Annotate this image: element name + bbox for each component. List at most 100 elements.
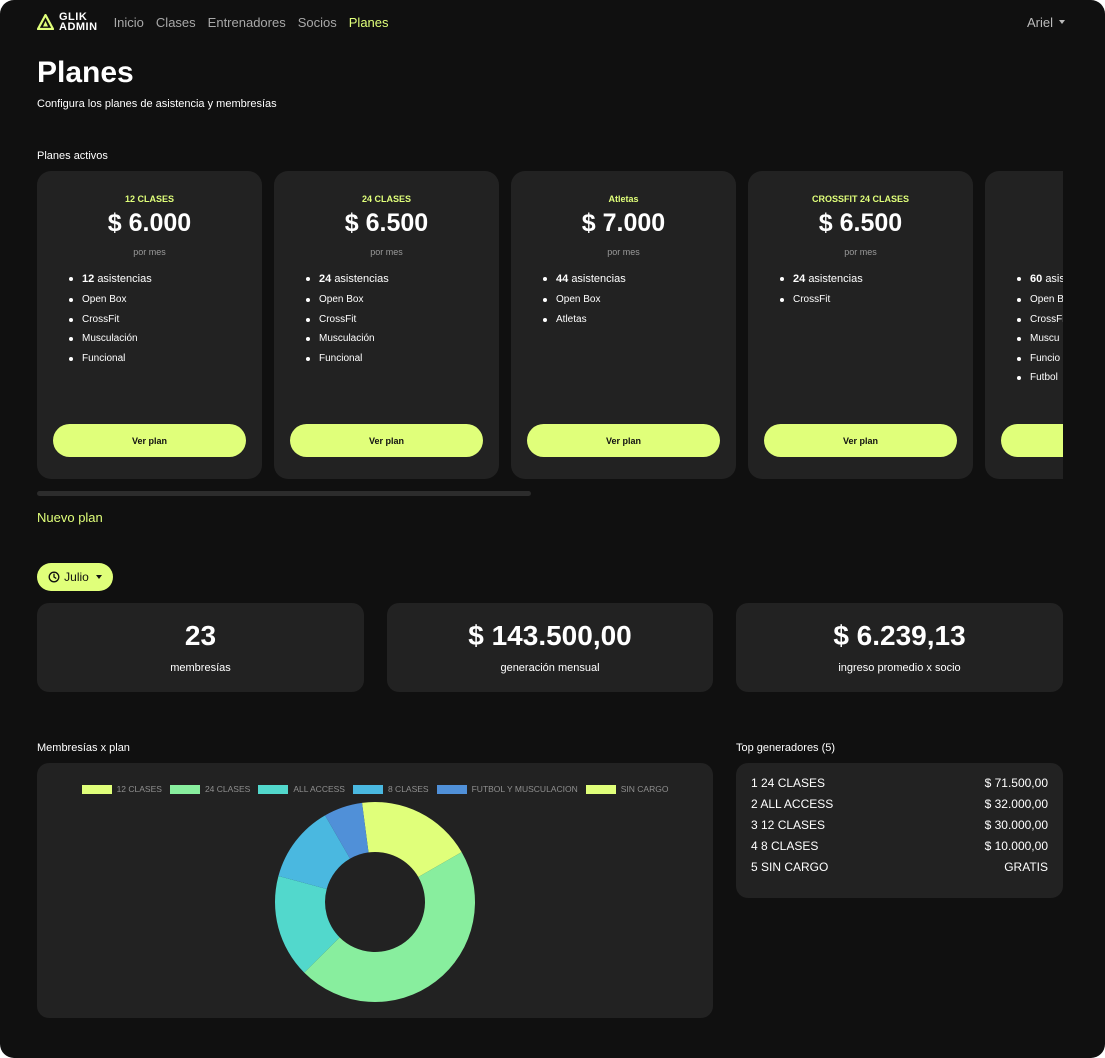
page-subtitle: Configura los planes de asistencia y mem…: [37, 98, 277, 110]
logo-line1: GLIK: [59, 11, 88, 23]
stat-average-income: $ 6.239,13 ingreso promedio x socio: [736, 603, 1063, 692]
donut-slice-futbol-y-musculacion[interactable]: [325, 802, 369, 859]
nav-link-entrenadores[interactable]: Entrenadores: [207, 14, 286, 30]
logo[interactable]: GLIK ADMIN: [37, 11, 98, 33]
top-generator-row: 3 12 CLASES $ 30.000,00: [751, 818, 1048, 839]
plan-feature: Open Box: [69, 293, 252, 313]
plan-name: Atletas: [608, 194, 639, 204]
month-label: Julio: [64, 570, 89, 584]
attendance-count: 44: [556, 273, 569, 285]
legend-swatch: [258, 784, 289, 794]
plans-carousel[interactable]: 12 CLASES $ 6.000 por mes 12 asistencias Ope…: [37, 171, 1063, 479]
logo-triangle-icon: [37, 14, 54, 30]
stat-label: generación mensual: [500, 662, 600, 674]
top-generator-amount: $ 30.000,00: [984, 818, 1048, 832]
month-filter-button[interactable]: Julio: [37, 563, 113, 591]
plan-feature: Musculación: [69, 332, 252, 352]
plan-feature-attendance: 24 asistencias: [780, 272, 963, 293]
legend-item[interactable]: ALL ACCESS: [258, 784, 345, 794]
legend-item[interactable]: 24 CLASES: [169, 784, 251, 794]
attendance-label: asistencias: [808, 273, 863, 285]
plan-card: Atletas $ 7.000 por mes 44 asistencias Open …: [511, 171, 736, 479]
stat-monthly-revenue: $ 143.500,00 generación mensual: [387, 603, 713, 692]
plan-feature-attendance: 12 asistencias: [69, 272, 252, 293]
legend-item[interactable]: SIN CARGO: [585, 784, 668, 794]
new-plan-link[interactable]: Nuevo plan: [37, 510, 103, 525]
legend-item[interactable]: 8 CLASES: [352, 784, 429, 794]
plan-feature: Funcional: [306, 352, 489, 372]
legend-swatch: [585, 784, 616, 794]
top-generator-amount: GRATIS: [1004, 860, 1048, 874]
plan-period: por mes: [844, 247, 877, 257]
user-menu[interactable]: Ariel: [1027, 15, 1065, 30]
donut-slice-24-clases[interactable]: [304, 852, 475, 1002]
plan-period: por mes: [607, 247, 640, 257]
top-generator-name: 2 ALL ACCESS: [751, 797, 834, 811]
plan-feature: Futbol: [1017, 371, 1063, 391]
stat-value: 23: [184, 620, 217, 651]
plans-scrollbar[interactable]: [37, 491, 531, 496]
view-plan-button[interactable]: Ver plan: [290, 424, 483, 457]
attendance-count: 12: [82, 273, 95, 285]
legend-label: 24 CLASES: [204, 784, 251, 794]
stat-value: $ 143.500,00: [468, 620, 632, 651]
stat-label: membresías: [170, 662, 231, 674]
nav-link-clases[interactable]: Clases: [155, 14, 196, 30]
plan-name: CROSSFIT 24 CLASES: [811, 194, 910, 204]
view-plan-button[interactable]: Ver plan: [764, 424, 957, 457]
plan-feature-attendance: 24 asistencias: [306, 272, 489, 293]
attendance-count: 60: [1030, 273, 1043, 285]
top-generator-name: 4 8 CLASES: [751, 839, 819, 853]
legend-swatch: [352, 784, 383, 794]
plan-price: $ 6.000: [107, 209, 192, 237]
plan-card: 24 CLASES $ 6.500 por mes 24 asistencias Ope…: [274, 171, 499, 479]
chevron-down-icon: [1059, 20, 1065, 24]
attendance-count: 24: [793, 273, 806, 285]
legend-item[interactable]: FUTBOL Y MUSCULACION: [436, 784, 578, 794]
membership-chart: 12 CLASES 24 CLASES ALL ACCESS 8 CLASES FUTB…: [37, 763, 713, 1018]
top-generator-amount: $ 32.000,00: [984, 797, 1048, 811]
plan-features: 24 asistencias Open Box CrossFit Musculació…: [306, 272, 489, 372]
legend-swatch: [169, 784, 200, 794]
nav-link-socios[interactable]: Socios: [297, 14, 337, 30]
top-generator-name: 3 12 CLASES: [751, 818, 826, 832]
plan-feature: Open Box: [543, 293, 726, 313]
membership-chart-title: Membresías x plan: [37, 742, 130, 754]
donut-slice-all-access[interactable]: [275, 876, 340, 973]
plan-feature: CrossFi: [1017, 313, 1063, 333]
top-generator-amount: $ 10.000,00: [984, 839, 1048, 853]
active-plans-label: Planes activos: [37, 150, 108, 162]
top-navbar: GLIK ADMIN Inicio Clases Entrenadores So…: [37, 10, 1065, 34]
nav-link-planes[interactable]: Planes: [348, 14, 389, 30]
plan-feature: CrossFit: [69, 313, 252, 333]
plan-price: $ 7.000: [581, 209, 666, 237]
top-generator-row: 1 24 CLASES $ 71.500,00: [751, 776, 1048, 797]
plan-feature: Funcional: [69, 352, 252, 372]
nav-links: Inicio Clases Entrenadores Socios Planes: [114, 15, 389, 30]
plan-features: 24 asistencias CrossFit: [780, 272, 963, 313]
legend-item[interactable]: 12 CLASES: [81, 784, 162, 794]
view-plan-button[interactable]: Ver plan: [53, 424, 246, 457]
donut-slice-sin-cargo[interactable]: [362, 802, 462, 878]
plan-card: CROSSFIT 24 CLASES $ 6.500 por mes 24 asist…: [748, 171, 973, 479]
top-generator-amount: $ 71.500,00: [984, 776, 1048, 790]
plan-period: por mes: [133, 247, 166, 257]
attendance-label: asistencias: [334, 273, 389, 285]
top-generator-name: 5 SIN CARGO: [751, 860, 829, 874]
donut-slice-8-clases[interactable]: [278, 815, 351, 890]
attendance-count: 24: [319, 273, 332, 285]
attendance-label: asis: [1045, 273, 1063, 285]
view-plan-button[interactable]: [1001, 424, 1063, 457]
legend-label: FUTBOL Y MUSCULACION: [471, 784, 578, 794]
plan-feature: CrossFit: [780, 293, 963, 313]
nav-link-inicio[interactable]: Inicio: [113, 14, 144, 30]
plan-features: 60 asis Open B CrossFi Muscu Funcio Futbol: [1017, 272, 1063, 391]
user-name: Ariel: [1026, 14, 1053, 30]
plan-feature-attendance: 44 asistencias: [543, 272, 726, 293]
view-plan-button[interactable]: Ver plan: [527, 424, 720, 457]
plan-name: 12 CLASES: [124, 194, 175, 204]
plan-period: por mes: [370, 247, 403, 257]
logo-text: GLIK ADMIN: [59, 11, 98, 33]
